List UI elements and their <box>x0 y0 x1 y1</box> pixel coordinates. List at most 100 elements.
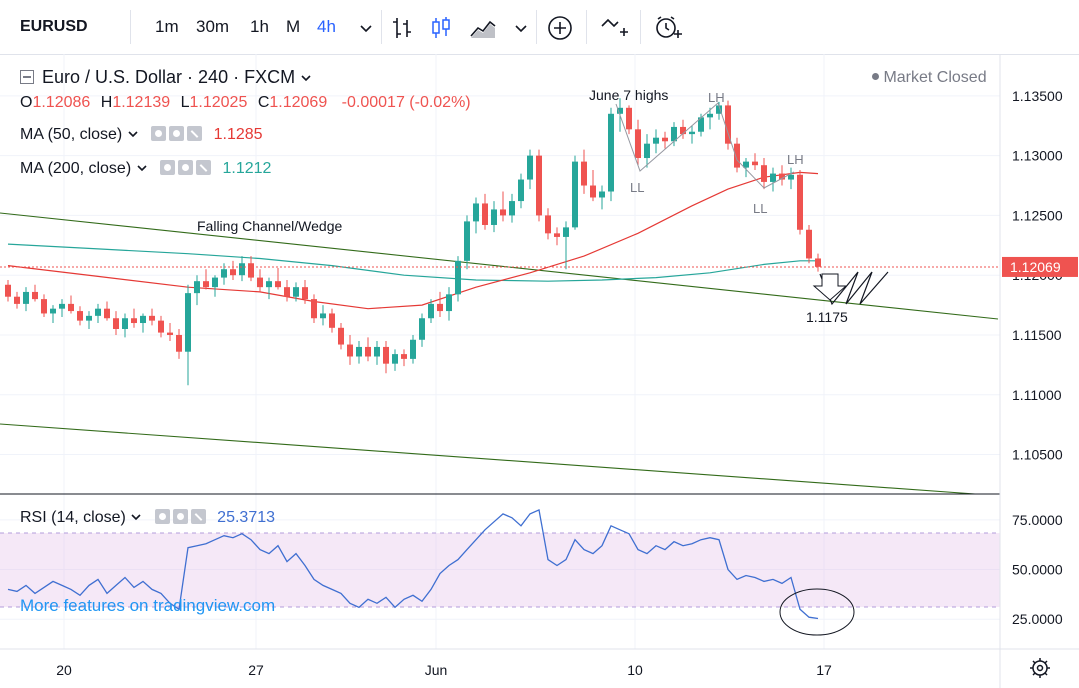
close-icon[interactable] <box>190 509 206 524</box>
area-style-icon[interactable] <box>469 14 497 42</box>
eye-icon[interactable] <box>154 509 170 524</box>
time-tick-label: Jun <box>425 662 448 678</box>
grid-lines <box>0 54 1000 649</box>
ma200-label: MA (200, close) <box>20 160 132 177</box>
rsi-tick-label: 75.0000 <box>1012 512 1063 528</box>
timeframe-month-button[interactable]: M <box>286 17 301 36</box>
ohlc-row: O1.12086 H1.12139 L1.12025 C1.12069 -0.0… <box>20 94 471 112</box>
candle <box>761 158 767 190</box>
chevron-down-icon[interactable] <box>136 163 148 173</box>
time-tick-label: 10 <box>627 662 643 678</box>
channel-upper-line <box>0 212 999 320</box>
chart-title-row[interactable]: Euro / U.S. Dollar · 240 · FXCM <box>20 67 312 88</box>
rsi-axis: 75.0000 50.0000 25.0000 <box>1012 512 1063 627</box>
chevron-down-icon[interactable] <box>127 129 139 139</box>
rsi-line <box>7 508 819 620</box>
candle <box>50 305 56 324</box>
price-tick-label: 1.11500 <box>1012 327 1062 343</box>
candle <box>401 349 407 367</box>
time-axis: 20 27 Jun 10 17 <box>56 662 832 678</box>
candle <box>437 291 443 318</box>
chevron-down-icon[interactable] <box>352 14 380 42</box>
rsi-label: RSI (14, close) <box>20 509 126 526</box>
ma200-legend-row[interactable]: MA (200, close) 1.1212 <box>20 160 271 178</box>
ma50-label: MA (50, close) <box>20 126 123 143</box>
candle <box>545 208 551 240</box>
chevron-down-icon[interactable] <box>507 14 535 42</box>
candle <box>374 340 380 365</box>
symbol-search-button[interactable]: EURUSD <box>20 18 88 35</box>
candle <box>194 275 200 306</box>
bar-style-icon[interactable] <box>388 14 416 42</box>
candle <box>509 193 515 223</box>
candle <box>581 149 587 194</box>
alert-clock-icon[interactable] <box>654 14 682 42</box>
candle <box>572 155 578 230</box>
candle <box>662 131 668 149</box>
eye-icon[interactable] <box>151 126 167 141</box>
candle <box>446 287 452 321</box>
candle <box>671 122 677 147</box>
toolbar-divider <box>536 10 537 44</box>
ma200-line <box>7 243 818 282</box>
candle <box>320 305 326 326</box>
channel-lower-line <box>0 423 976 495</box>
chevron-down-icon[interactable] <box>300 73 312 83</box>
collapse-icon[interactable] <box>20 70 34 84</box>
status-dot-icon <box>872 73 879 80</box>
candle <box>176 329 182 359</box>
price-tick-label: 1.13000 <box>1012 148 1063 164</box>
change-value: -0.00017 (-0.02%) <box>341 94 471 111</box>
candle <box>275 268 281 290</box>
candle <box>5 279 11 302</box>
annotation-lh-2: LH <box>787 152 804 167</box>
close-icon[interactable] <box>196 160 212 175</box>
candle <box>329 308 335 333</box>
rsi-circle-annotation <box>779 588 855 636</box>
candle <box>212 275 218 297</box>
candle <box>707 107 713 130</box>
candle <box>23 287 29 312</box>
price-tick-label: 1.11000 <box>1012 387 1062 403</box>
candle <box>302 279 308 304</box>
compare-icon[interactable] <box>600 14 628 42</box>
ma50-legend-row[interactable]: MA (50, close) 1.1285 <box>20 126 263 144</box>
settings-icon[interactable] <box>178 160 194 175</box>
candle <box>428 299 434 324</box>
timeframe-30m-button[interactable]: 30m <box>196 17 230 36</box>
indicators-plus-icon[interactable] <box>546 14 574 42</box>
rsi-band <box>0 533 1000 607</box>
candle <box>131 308 137 328</box>
candle <box>32 284 38 302</box>
candle <box>518 173 524 209</box>
timeframe-1m-button[interactable]: 1m <box>155 17 179 36</box>
candle <box>86 311 92 329</box>
eye-icon[interactable] <box>160 160 176 175</box>
ma200-value: 1.1212 <box>222 160 272 177</box>
candle <box>599 185 605 210</box>
candle <box>743 158 749 178</box>
price-axis: 1.135001.130001.125001.120001.115001.110… <box>1012 88 1063 463</box>
market-status-text: Market Closed <box>883 69 987 86</box>
market-status: Market Closed <box>872 69 987 87</box>
candle <box>734 137 740 173</box>
settings-icon[interactable] <box>169 126 185 141</box>
candle <box>563 221 569 270</box>
candle <box>68 295 74 314</box>
candle <box>473 197 479 234</box>
ma50-line <box>7 171 819 310</box>
rsi-tick-label: 50.0000 <box>1012 562 1063 578</box>
candle <box>158 315 164 338</box>
candle <box>554 227 560 246</box>
timeframe-4h-button[interactable]: 4h <box>317 17 336 36</box>
candle <box>680 119 686 139</box>
timeframe-1h-button[interactable]: 1h <box>250 17 269 36</box>
rsi-legend-row[interactable]: RSI (14, close) 25.3713 <box>20 509 275 527</box>
candle <box>536 149 542 222</box>
chevron-down-icon[interactable] <box>130 512 142 522</box>
candle <box>725 100 731 150</box>
candle-style-icon[interactable] <box>427 14 455 42</box>
close-icon[interactable] <box>187 126 203 141</box>
settings-icon[interactable] <box>172 509 188 524</box>
